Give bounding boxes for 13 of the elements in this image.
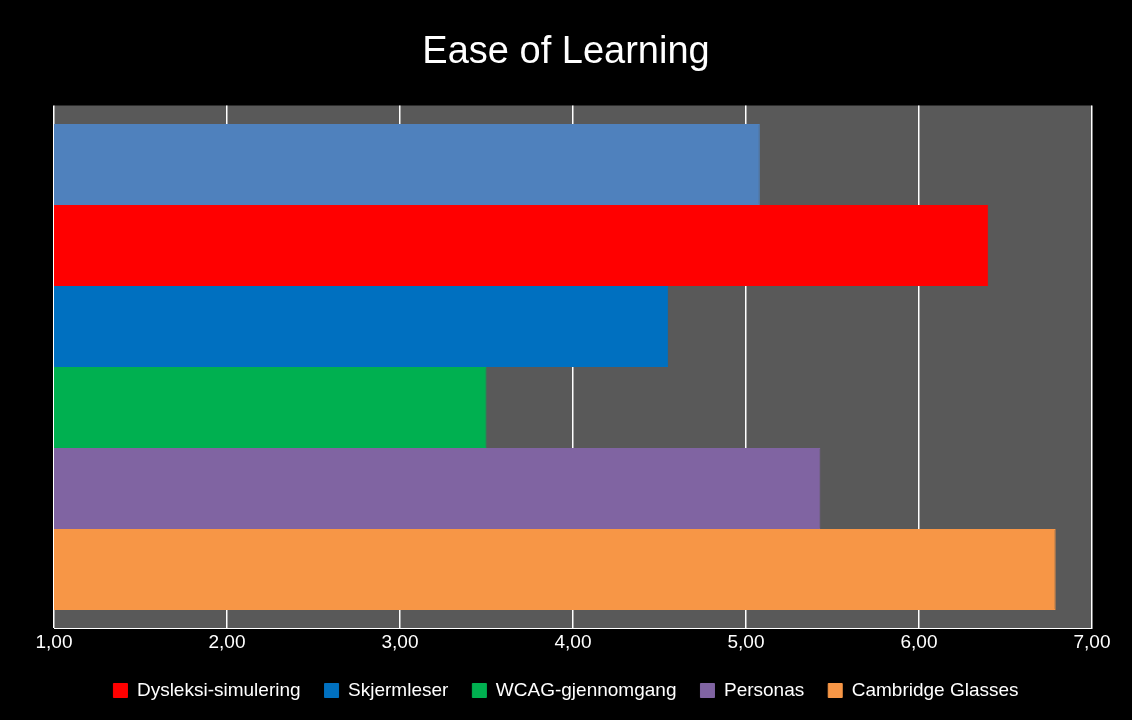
x-tick-label: 6,00 <box>900 630 938 652</box>
legend-label: Skjermleser <box>348 678 450 700</box>
x-tick-label: 5,00 <box>727 630 765 652</box>
legend-label: Dysleksi-simulering <box>136 678 301 700</box>
legend-label: WCAG-gjennomgang <box>495 678 677 700</box>
x-tick-label: 1,00 <box>35 630 73 652</box>
x-tick-label: 4,00 <box>554 630 592 652</box>
legend-label: Personas <box>723 678 805 700</box>
x-tick-label: 2,00 <box>208 630 246 652</box>
legend-label: Cambridge Glasses <box>851 678 1019 700</box>
chart-title: Ease of Learning <box>422 29 710 72</box>
x-tick-label: 3,00 <box>381 630 419 652</box>
x-tick-label: 7,00 <box>1073 630 1111 652</box>
